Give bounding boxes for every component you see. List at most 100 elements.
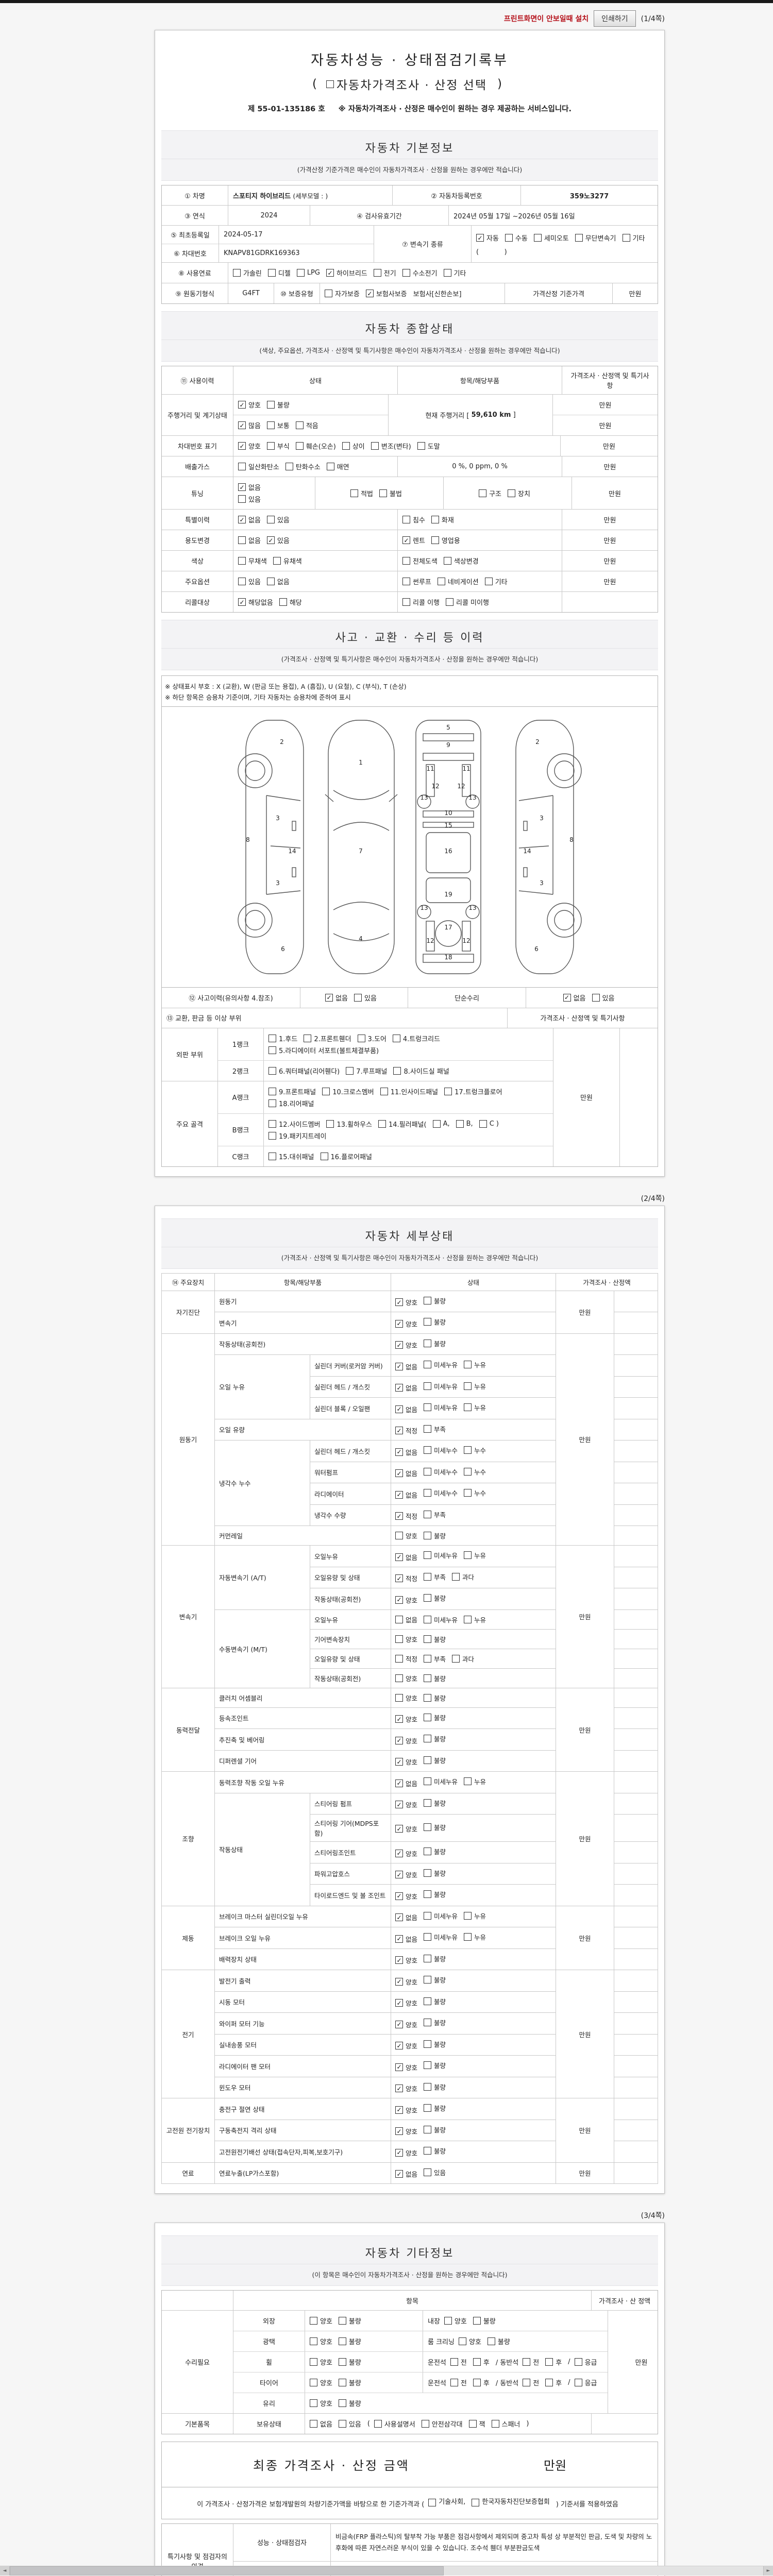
- checkbox-option[interactable]: ✓ 양호: [395, 2105, 417, 2115]
- checkbox-option[interactable]: ✓ 양호: [395, 1297, 417, 1307]
- checkbox-option[interactable]: 기타: [443, 268, 466, 278]
- checkbox-option[interactable]: LPG: [296, 269, 320, 277]
- checkbox-option[interactable]: ✓ 없음: [395, 1934, 417, 1944]
- checkbox-option[interactable]: ✓ 양호: [238, 400, 261, 410]
- checkbox-option[interactable]: 7.루프패널: [346, 1066, 387, 1076]
- checkbox-option[interactable]: ✓ 양호: [395, 2126, 417, 2136]
- checkbox-option[interactable]: 장치: [508, 488, 530, 498]
- checkbox-option[interactable]: 있음: [354, 993, 377, 1003]
- checkbox-option[interactable]: 불량: [424, 1296, 446, 1306]
- checkbox-option[interactable]: 누수: [464, 1445, 486, 1455]
- checkbox-option[interactable]: 일산화탄소: [238, 462, 279, 471]
- checkbox-option[interactable]: 불량: [473, 2316, 496, 2326]
- checkbox-option[interactable]: 적법: [350, 488, 373, 498]
- checkbox-option[interactable]: 불량: [424, 1713, 446, 1722]
- checkbox-option[interactable]: ✓ 하이브리드: [326, 268, 367, 278]
- checkbox-option[interactable]: 2.프론트휀더: [304, 1033, 351, 1043]
- checkbox-option[interactable]: 12.사이드멤버: [268, 1119, 320, 1129]
- scroll-left-arrow[interactable]: ◄: [0, 2566, 10, 2575]
- checkbox-option[interactable]: ✓ 적정: [395, 1511, 417, 1521]
- checkbox-option[interactable]: 15.대쉬패널: [268, 1151, 314, 1161]
- checkbox-option[interactable]: 없음: [238, 535, 261, 545]
- checkbox-option[interactable]: 양호: [395, 1634, 417, 1644]
- checkbox-option[interactable]: 1.후드: [268, 1033, 297, 1043]
- checkbox-option[interactable]: 불량: [424, 1634, 446, 1644]
- checkbox-option[interactable]: 적정: [395, 1654, 417, 1664]
- checkbox-option[interactable]: 미세누유: [424, 1381, 458, 1391]
- checkbox-option[interactable]: ✓ 없음: [395, 1383, 417, 1393]
- checkbox-option[interactable]: 자동차가격조사 · 산정 선택: [326, 75, 487, 93]
- checkbox-option[interactable]: C ): [479, 1120, 499, 1128]
- checkbox-option[interactable]: 있음: [266, 515, 290, 524]
- checkbox-option[interactable]: 있음: [424, 2167, 446, 2177]
- checkbox-option[interactable]: 불량: [424, 1868, 446, 1878]
- checkbox-option[interactable]: 불량: [424, 1975, 446, 1985]
- checkbox-option[interactable]: 사용설명서: [374, 2419, 415, 2429]
- checkbox-option[interactable]: 수동: [505, 233, 528, 243]
- checkbox-option[interactable]: 구조: [479, 488, 501, 498]
- checkbox-option[interactable]: 불량: [424, 1822, 446, 1832]
- scrollbar-thumb[interactable]: [10, 2566, 444, 2575]
- checkbox-option[interactable]: 양호: [310, 2357, 332, 2367]
- checkbox-option[interactable]: ✓ 양호: [238, 441, 261, 451]
- checkbox-option[interactable]: 화재: [431, 515, 454, 524]
- checkbox-option[interactable]: ✓ 자동: [476, 233, 499, 243]
- checkbox-option[interactable]: 양호: [310, 2398, 332, 2408]
- checkbox-option[interactable]: 기타: [622, 233, 645, 243]
- checkbox-option[interactable]: ✓ 양호: [395, 2041, 417, 2050]
- checkbox-option[interactable]: 전: [523, 2378, 539, 2387]
- checkbox-option[interactable]: 기술사회,: [428, 2497, 465, 2508]
- checkbox-option[interactable]: ✓ 양호: [395, 2148, 417, 2158]
- checkbox-option[interactable]: 불량: [424, 2146, 446, 2156]
- checkbox-option[interactable]: 양호: [310, 2336, 332, 2346]
- checkbox-option[interactable]: ✓ 없음: [395, 1468, 417, 1478]
- checkbox-option[interactable]: 미세누유: [424, 1550, 458, 1560]
- checkbox-option[interactable]: 안전삼각대: [421, 2419, 463, 2429]
- checkbox-option[interactable]: ✓ 양호: [395, 1977, 417, 1987]
- checkbox-option[interactable]: ✓ 양호: [395, 1340, 417, 1350]
- checkbox-option[interactable]: 있음: [238, 577, 261, 586]
- checkbox-option[interactable]: 스패너: [491, 2419, 520, 2429]
- checkbox-option[interactable]: ✓ 없음: [395, 1447, 417, 1457]
- checkbox-option[interactable]: 18.리어패널: [268, 1098, 314, 1108]
- checkbox-option[interactable]: 8.사이드실 패널: [393, 1066, 449, 1076]
- checkbox-option[interactable]: 보통: [266, 420, 290, 430]
- checkbox-option[interactable]: 누유: [464, 1550, 486, 1560]
- checkbox-option[interactable]: 색상변경: [443, 556, 479, 566]
- checkbox-option[interactable]: B,: [456, 1120, 473, 1128]
- checkbox-option[interactable]: 누유: [464, 1360, 486, 1369]
- checkbox-option[interactable]: 미세누수: [424, 1467, 458, 1477]
- checkbox-option[interactable]: ✓ 양호: [395, 1955, 417, 1965]
- checkbox-option[interactable]: 리콜 미이행: [445, 597, 489, 607]
- checkbox-option[interactable]: 유채색: [273, 556, 302, 566]
- checkbox-option[interactable]: ✓ 없음: [395, 2169, 417, 2179]
- checkbox-option[interactable]: 불량: [424, 2103, 446, 2113]
- checkbox-option[interactable]: 불량: [424, 1531, 446, 1540]
- checkbox-option[interactable]: 전: [450, 2378, 467, 2387]
- checkbox-option[interactable]: 양호: [395, 1531, 417, 1540]
- scroll-right-arrow[interactable]: ►: [763, 2566, 773, 2575]
- checkbox-option[interactable]: ✓ 양호: [395, 1849, 417, 1858]
- checkbox-option[interactable]: ✓ 있음: [266, 535, 290, 545]
- checkbox-option[interactable]: 상이: [342, 441, 365, 451]
- checkbox-option[interactable]: ✓ 적정: [395, 1573, 417, 1583]
- checkbox-option[interactable]: 11.인사이드패널: [380, 1087, 438, 1096]
- checkbox-option[interactable]: 없음: [266, 577, 290, 586]
- checkbox-option[interactable]: 13.휠하우스: [326, 1119, 372, 1129]
- checkbox-option[interactable]: 없음: [310, 2419, 332, 2429]
- checkbox-option[interactable]: ✓ 양호: [395, 1714, 417, 1724]
- checkbox-option[interactable]: 누유: [464, 1776, 486, 1786]
- checkbox-option[interactable]: 불량: [424, 1846, 446, 1856]
- checkbox-option[interactable]: ✓ 많음: [238, 420, 261, 430]
- checkbox-option[interactable]: ✓ 양호: [395, 1891, 417, 1901]
- checkbox-option[interactable]: 불량: [424, 1673, 446, 1683]
- checkbox-option[interactable]: ✓ 양호: [395, 2083, 417, 2093]
- checkbox-option[interactable]: 디젤: [267, 268, 291, 278]
- checkbox-option[interactable]: 부족: [424, 1654, 446, 1664]
- checkbox-option[interactable]: 과다: [452, 1654, 474, 1664]
- checkbox-option[interactable]: 불량: [266, 400, 290, 410]
- checkbox-option[interactable]: 부족: [424, 1510, 446, 1519]
- checkbox-option[interactable]: 16.플로어패널: [320, 1151, 372, 1161]
- checkbox-option[interactable]: 누유: [464, 1911, 486, 1921]
- checkbox-option[interactable]: ✓ 양호: [395, 1870, 417, 1879]
